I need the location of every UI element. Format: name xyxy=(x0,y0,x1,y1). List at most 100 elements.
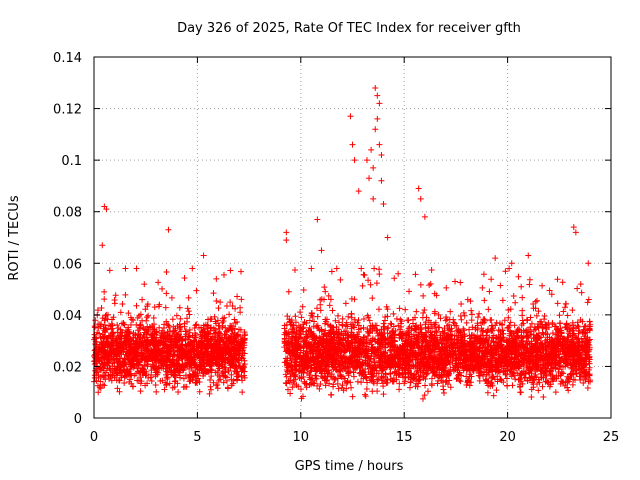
data-point xyxy=(153,368,160,375)
data-point xyxy=(136,312,143,319)
data-point xyxy=(237,304,244,311)
data-point xyxy=(456,377,463,384)
data-point xyxy=(194,352,201,359)
data-point xyxy=(122,356,129,363)
data-point xyxy=(413,308,420,315)
data-point xyxy=(213,275,220,282)
data-point xyxy=(224,385,231,392)
data-point xyxy=(119,301,126,308)
data-point xyxy=(168,367,175,374)
data-point xyxy=(518,322,525,329)
data-point xyxy=(450,319,457,326)
data-point xyxy=(143,317,150,324)
data-point xyxy=(311,318,318,325)
data-point xyxy=(130,329,137,336)
data-point xyxy=(105,356,112,363)
data-point xyxy=(505,324,512,331)
data-point xyxy=(474,322,481,329)
data-point xyxy=(519,312,526,319)
data-point xyxy=(207,386,214,393)
data-point xyxy=(452,278,459,285)
data-point xyxy=(481,297,488,304)
data-point xyxy=(171,337,178,344)
data-point xyxy=(380,391,387,398)
data-point xyxy=(360,271,367,278)
data-point xyxy=(118,351,125,358)
data-point xyxy=(152,381,159,388)
data-point xyxy=(190,337,197,344)
data-point xyxy=(99,345,106,352)
data-point xyxy=(199,369,206,376)
data-point xyxy=(580,379,587,386)
data-point xyxy=(212,359,219,366)
data-point xyxy=(162,365,169,372)
data-point xyxy=(104,365,111,372)
data-point xyxy=(187,377,194,384)
data-point xyxy=(505,306,512,313)
data-point xyxy=(149,322,156,329)
data-point xyxy=(137,388,144,395)
data-point xyxy=(240,355,247,362)
data-point xyxy=(94,382,101,389)
data-point xyxy=(150,364,157,371)
data-point xyxy=(193,287,200,294)
data-point xyxy=(468,317,475,324)
data-point xyxy=(173,312,180,319)
data-point xyxy=(116,363,123,370)
data-point xyxy=(209,333,216,340)
data-point xyxy=(511,322,518,329)
data-point xyxy=(143,368,150,375)
data-point xyxy=(417,322,424,329)
data-point xyxy=(299,303,306,310)
data-point xyxy=(139,296,146,303)
data-point xyxy=(446,321,453,328)
data-point xyxy=(226,311,233,318)
data-point xyxy=(383,303,390,310)
data-point xyxy=(180,375,187,382)
data-point xyxy=(200,322,207,329)
data-point xyxy=(159,285,166,292)
data-point xyxy=(216,341,223,348)
data-point xyxy=(128,380,135,387)
data-point xyxy=(148,377,155,384)
data-point xyxy=(559,279,566,286)
data-point xyxy=(292,313,299,320)
data-point xyxy=(535,364,542,371)
data-point xyxy=(375,306,382,313)
data-point xyxy=(158,334,165,341)
data-point xyxy=(144,380,151,387)
data-point xyxy=(96,330,103,337)
data-point xyxy=(179,337,186,344)
data-point xyxy=(234,293,241,300)
data-point xyxy=(169,316,176,323)
data-point xyxy=(218,354,225,361)
data-point xyxy=(189,265,196,272)
data-point xyxy=(207,342,214,349)
data-point xyxy=(228,382,235,389)
data-point xyxy=(512,299,519,306)
data-point xyxy=(154,369,161,376)
data-point xyxy=(486,334,493,341)
data-point xyxy=(213,320,220,327)
data-point xyxy=(94,351,101,358)
data-point xyxy=(144,347,151,354)
data-point xyxy=(220,355,227,362)
data-point xyxy=(412,271,419,278)
data-point xyxy=(519,294,526,301)
data-point xyxy=(144,328,151,335)
data-point xyxy=(126,376,133,383)
data-point xyxy=(106,333,113,340)
data-point xyxy=(518,283,525,290)
data-point xyxy=(163,374,170,381)
data-point xyxy=(221,314,228,321)
data-point xyxy=(141,362,148,369)
data-point xyxy=(112,366,119,373)
data-point xyxy=(487,317,494,324)
data-point xyxy=(577,281,584,288)
data-point xyxy=(386,347,393,354)
data-point xyxy=(163,363,170,370)
data-point xyxy=(297,309,304,316)
data-point xyxy=(182,333,189,340)
data-point xyxy=(193,321,200,328)
data-point xyxy=(142,306,149,313)
